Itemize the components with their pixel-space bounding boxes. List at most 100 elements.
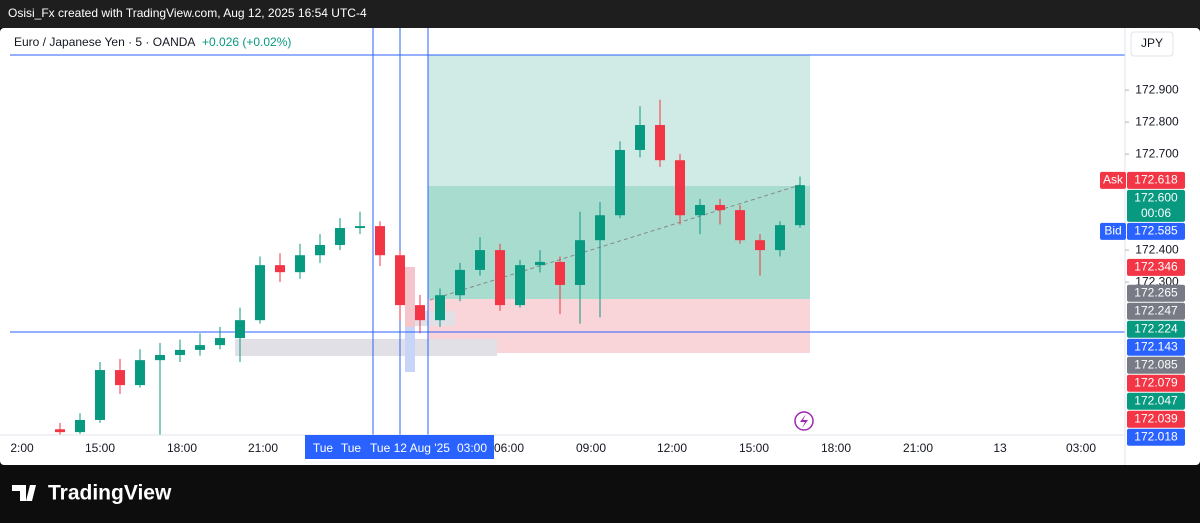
candle-body	[195, 345, 205, 350]
candle-body	[75, 419, 85, 433]
x-tick-label: 2:00	[10, 441, 34, 455]
candle-body	[335, 228, 345, 245]
candle-body	[615, 149, 625, 216]
candle-body	[515, 265, 525, 306]
candle-body	[215, 338, 225, 346]
candle-body	[695, 204, 705, 216]
event-icon-bolt	[800, 414, 808, 428]
symbol: Euro / Japanese Yen · 5 · OANDA	[14, 35, 195, 49]
price-label-bg	[1127, 356, 1185, 374]
price-label-bg	[1127, 189, 1185, 222]
price-label: 172.047	[1134, 393, 1178, 407]
price-label: 172.247	[1134, 303, 1178, 317]
x-tick-label: 15:00	[85, 441, 115, 455]
x-tick-label: 12:00	[657, 441, 687, 455]
price-label-bg	[1127, 374, 1185, 392]
candle-body	[175, 349, 185, 356]
price-label: 172.039	[1134, 411, 1178, 425]
candle-body	[635, 125, 645, 150]
crosshair-label: Tue	[341, 441, 362, 455]
logo	[12, 485, 36, 501]
x-tick-label: 18:00	[167, 441, 197, 455]
x-tick-label: 09:00	[576, 441, 606, 455]
price-label: 172.346	[1134, 260, 1178, 274]
price-tag: Bid	[1104, 224, 1121, 238]
candle-body	[115, 370, 125, 386]
candle-body	[795, 185, 805, 226]
top-bar	[0, 0, 1200, 28]
crosshair-label: 03:00	[457, 441, 487, 455]
y-tick-label: 172.300	[1135, 274, 1179, 288]
box	[405, 267, 415, 327]
y-tick-label: 172.900	[1135, 82, 1179, 96]
y-tick-label: 172.700	[1135, 146, 1179, 160]
price-label: 172.079	[1134, 375, 1178, 389]
price-label: 172.618	[1134, 173, 1178, 187]
x-tick-label: 21:00	[903, 441, 933, 455]
change: +0.026 (+0.02%)	[202, 35, 291, 49]
x-tick-label: 18:00	[821, 441, 851, 455]
candle-body	[235, 320, 245, 339]
price-label: 172.265	[1134, 285, 1178, 299]
price-label-bg	[1127, 338, 1185, 356]
x-tick-label: 21:00	[248, 441, 278, 455]
candle-body	[275, 265, 285, 273]
candle-body	[715, 204, 725, 211]
candle-body	[655, 125, 665, 161]
candle-body	[775, 225, 785, 251]
brand: TradingView	[48, 482, 172, 505]
price-label: 172.085	[1134, 357, 1178, 371]
candle-body	[595, 215, 605, 241]
candle-body	[395, 255, 405, 306]
candle-body	[555, 261, 565, 285]
footer-bar	[0, 465, 1200, 523]
currency-button[interactable]	[1130, 31, 1174, 57]
price-label: 172.143	[1134, 339, 1178, 353]
x-tick-label: 13	[993, 441, 1007, 455]
price-label: 172.585	[1134, 224, 1178, 238]
candle-body	[755, 240, 765, 251]
price-label-bg	[1127, 284, 1185, 302]
candle-body	[735, 210, 745, 241]
y-tick-label: 172.400	[1135, 242, 1179, 256]
price-timer: 00:06	[1141, 206, 1171, 220]
candle-body	[535, 261, 545, 266]
candle-body	[495, 250, 505, 306]
candle-body	[575, 240, 585, 285]
price-label-bg	[1127, 258, 1185, 276]
candle-body	[415, 305, 425, 321]
price-tag-bg	[1100, 222, 1126, 240]
crosshair-label: Tue 12 Aug '25	[370, 441, 450, 455]
price-label-bg	[1127, 410, 1185, 428]
header-title: Osisi_Fx created with TradingView.com, A…	[8, 6, 367, 20]
candle-body	[435, 295, 445, 321]
box	[235, 339, 497, 356]
legend-bg	[8, 32, 293, 52]
event-icon[interactable]	[794, 411, 814, 431]
price-label-bg	[1127, 171, 1185, 189]
candle-body	[155, 355, 165, 361]
price-label-bg	[1127, 320, 1185, 338]
candle-body	[355, 226, 365, 229]
price-tag: Ask	[1103, 173, 1124, 187]
y-tick-label: 172.800	[1135, 114, 1179, 128]
crosshair-label-bg	[305, 435, 494, 459]
price-label-bg	[1127, 428, 1185, 446]
candle-body	[455, 269, 465, 296]
trend-line	[429, 184, 801, 301]
price-label: 172.224	[1134, 321, 1178, 335]
price-label-bg	[1127, 302, 1185, 320]
candle-body	[55, 429, 65, 433]
price-tag-bg	[1100, 171, 1126, 189]
candles	[55, 99, 805, 435]
candle-body	[95, 370, 105, 420]
candle-body	[295, 255, 305, 273]
currency[interactable]: JPY	[1141, 36, 1163, 50]
price-label: 172.018	[1134, 429, 1178, 443]
x-tick-label: 06:00	[494, 441, 524, 455]
crosshair-label: Tue	[313, 441, 334, 455]
candle-body	[475, 250, 485, 270]
price-label-bg	[1127, 222, 1185, 240]
x-tick-label: 15:00	[739, 441, 769, 455]
